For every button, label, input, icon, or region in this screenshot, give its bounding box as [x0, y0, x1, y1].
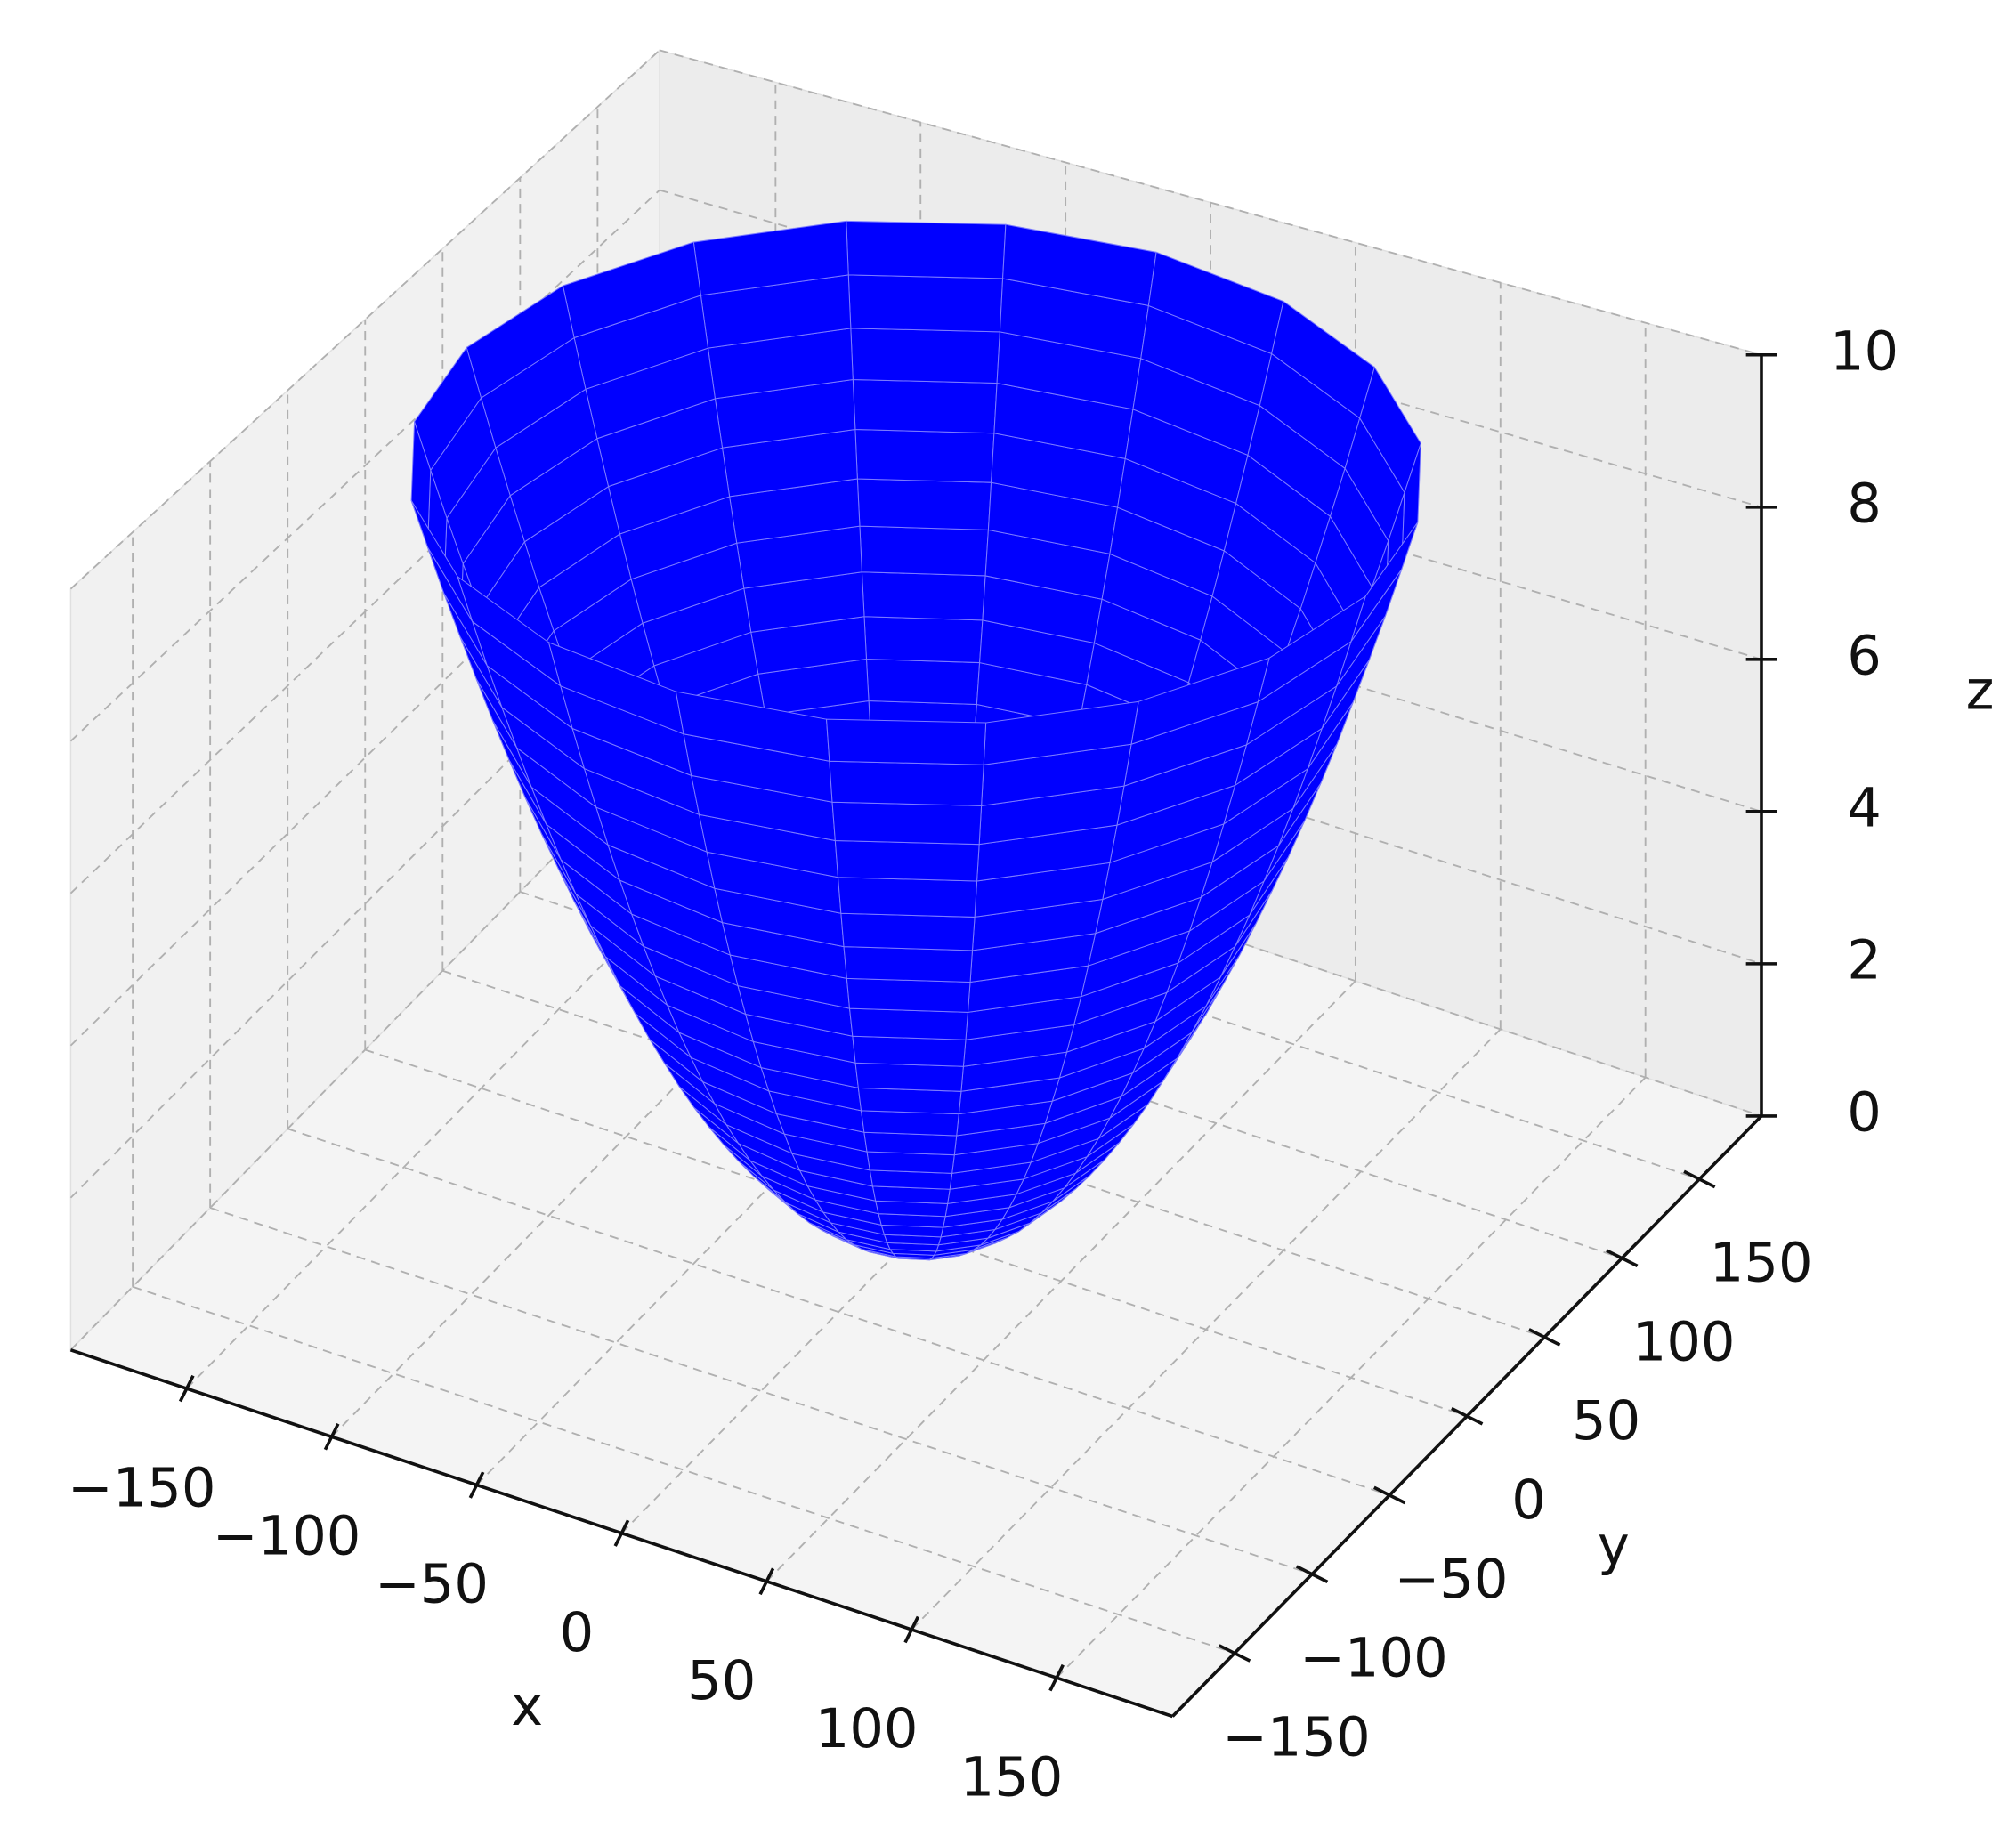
- tick-label: 150: [960, 1746, 1064, 1809]
- tick-label: 4: [1847, 777, 1882, 839]
- tick-label: 150: [1710, 1233, 1813, 1295]
- tick-label: 100: [815, 1698, 919, 1760]
- surface-facet: [846, 220, 1007, 279]
- surface-facet: [829, 760, 984, 806]
- surface: [410, 220, 1421, 1261]
- surface-facet: [865, 658, 981, 706]
- surface-facet: [840, 912, 976, 951]
- tick-label: 100: [1632, 1311, 1736, 1373]
- surface-facet: [825, 718, 987, 765]
- surface-facet: [847, 274, 1004, 333]
- surface-facet: [860, 1110, 959, 1137]
- tick-label: 6: [1847, 625, 1882, 687]
- surface-facet: [854, 1062, 964, 1092]
- surface-facet: [848, 1007, 968, 1040]
- tick-label: −50: [1394, 1549, 1508, 1611]
- surface-facet: [834, 839, 980, 882]
- grid-line: [441, 969, 1545, 1339]
- z-axis-label: z: [1966, 660, 1995, 723]
- axes: −150−100−50050100150−150−100−50050100150…: [68, 320, 1899, 1809]
- tick-label: −100: [213, 1505, 361, 1567]
- tick-label: −150: [68, 1457, 216, 1519]
- grid-line: [364, 1048, 1468, 1418]
- surface-facet: [863, 616, 984, 664]
- labels: x y z: [511, 660, 1994, 1738]
- y-axis-label: y: [1598, 1515, 1630, 1577]
- tick-label: 0: [1511, 1469, 1546, 1532]
- tick-label: 50: [687, 1650, 756, 1712]
- surface-facet: [859, 525, 989, 577]
- surface-facet: [846, 977, 971, 1013]
- surface-facet: [866, 1151, 955, 1174]
- grid-line: [659, 49, 1762, 356]
- tick-label: 0: [560, 1602, 595, 1664]
- surface-facet: [856, 478, 992, 530]
- grid-line: [69, 49, 660, 590]
- tick-label: 2: [1847, 929, 1882, 991]
- tick-label: −100: [1299, 1628, 1448, 1690]
- surface-facet: [837, 877, 978, 918]
- surface-facet: [857, 1087, 962, 1115]
- tick-label: 8: [1847, 473, 1882, 535]
- grid-line: [69, 189, 660, 742]
- surface-facet: [863, 1131, 958, 1156]
- x-axis-label: x: [511, 1676, 543, 1738]
- tick-label: −50: [375, 1554, 489, 1616]
- surface-facet: [854, 429, 995, 483]
- surface-facet: [861, 571, 986, 621]
- surface-facet: [843, 946, 974, 983]
- grid-line: [287, 1128, 1390, 1496]
- grid-line: [209, 1207, 1313, 1575]
- surface-facet: [852, 1035, 967, 1067]
- tick-label: −150: [1222, 1706, 1371, 1768]
- grid-line: [132, 1285, 1235, 1655]
- surface-facet: [852, 378, 998, 434]
- surface-facet: [831, 801, 983, 846]
- y-axis-line: [1171, 1114, 1763, 1718]
- surface-facet: [850, 328, 1000, 384]
- x-axis-line: [69, 1348, 1173, 1719]
- tick-label: 0: [1847, 1081, 1882, 1144]
- tick-label: 50: [1572, 1390, 1640, 1453]
- tick-label: 10: [1830, 320, 1899, 383]
